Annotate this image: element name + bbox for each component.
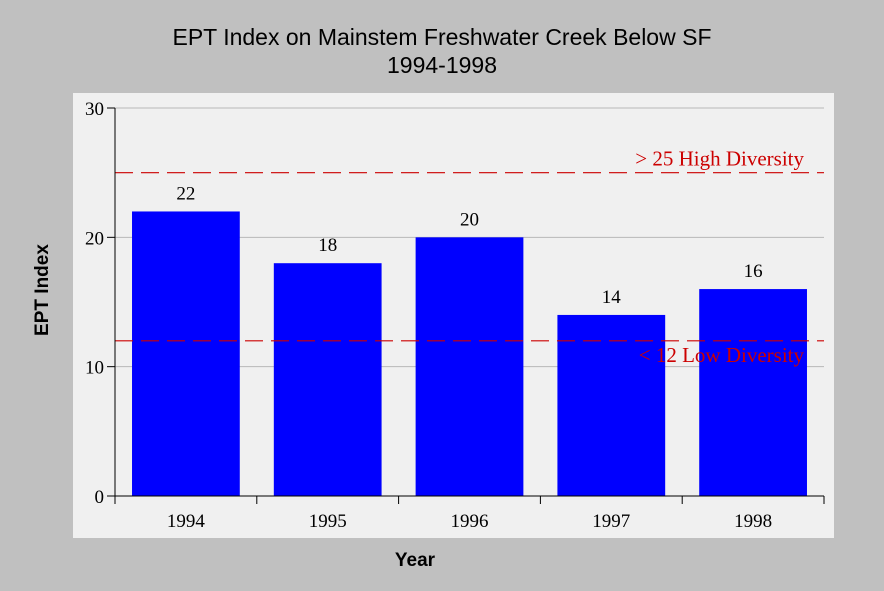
y-tick-label: 10 (85, 358, 104, 379)
reference-label: < 12 Low Diversity (639, 343, 805, 367)
y-tick-label: 20 (85, 228, 104, 249)
bar (132, 211, 240, 496)
x-tick-label: 1995 (309, 511, 347, 532)
bar (415, 237, 524, 497)
bar (557, 314, 666, 496)
data-label: 18 (318, 235, 337, 256)
reference-label: > 25 High Diversity (635, 147, 804, 171)
x-tick-label: 1996 (451, 511, 489, 532)
y-tick-label: 0 (95, 487, 105, 508)
y-axis-label: EPT Index (32, 244, 53, 336)
data-label: 22 (176, 183, 195, 204)
x-tick-label: 1997 (592, 511, 630, 532)
x-tick-label: 1998 (734, 511, 772, 532)
data-label: 14 (602, 287, 622, 308)
chart-subtitle: 1994-1998 (387, 52, 497, 78)
bar (273, 263, 382, 496)
data-label: 16 (744, 261, 763, 282)
bar (699, 289, 807, 496)
x-axis-label: Year (395, 550, 436, 571)
y-tick-label: 30 (85, 99, 104, 120)
x-tick-label: 1994 (167, 511, 206, 532)
chart-title: EPT Index on Mainstem Freshwater Creek B… (172, 24, 712, 50)
data-label: 20 (460, 209, 479, 230)
